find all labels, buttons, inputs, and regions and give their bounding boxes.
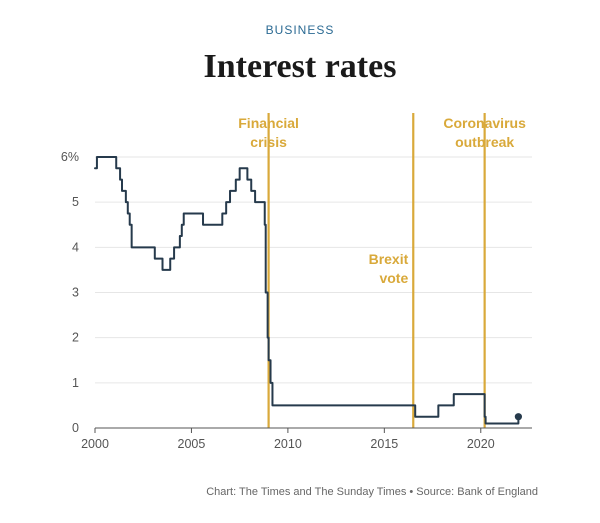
y-tick-label: 1	[72, 376, 79, 390]
y-tick-label: 3	[72, 286, 79, 300]
x-tick-label: 2010	[274, 437, 302, 451]
y-tick-label: 0	[72, 421, 79, 435]
annotation-label: outbreak	[455, 134, 514, 150]
y-tick-label: 5	[72, 195, 79, 209]
annotation-label: Brexit	[369, 251, 409, 267]
x-tick-label: 2020	[467, 437, 495, 451]
annotation-labels: Financial crisis Brexit vote Coronavirus outb…	[238, 115, 526, 286]
axes: 0 1 2 3 4 5 6% 2000 2005 2010 2015 2020	[61, 150, 532, 451]
y-tick-label: 6%	[61, 150, 79, 164]
annotation-label: crisis	[250, 134, 287, 150]
annotation-lines	[267, 113, 486, 428]
annotation-label: vote	[379, 270, 408, 286]
series-line	[94, 156, 520, 425]
gridlines	[95, 156, 532, 384]
y-tick-label: 2	[72, 331, 79, 345]
section-kicker: BUSINESS	[265, 23, 335, 37]
end-point-marker	[514, 413, 522, 421]
annotation-label: Coronavirus	[443, 115, 526, 131]
source-note: Chart: The Times and The Sunday Times • …	[206, 486, 538, 498]
x-tick-label: 2005	[178, 437, 206, 451]
chart-title: Interest rates	[203, 48, 397, 85]
y-tick-label: 4	[72, 240, 79, 254]
annotation-label: Financial	[238, 115, 299, 131]
x-tick-label: 2015	[370, 437, 398, 451]
series-layer	[94, 156, 522, 425]
x-tick-label: 2000	[81, 437, 109, 451]
